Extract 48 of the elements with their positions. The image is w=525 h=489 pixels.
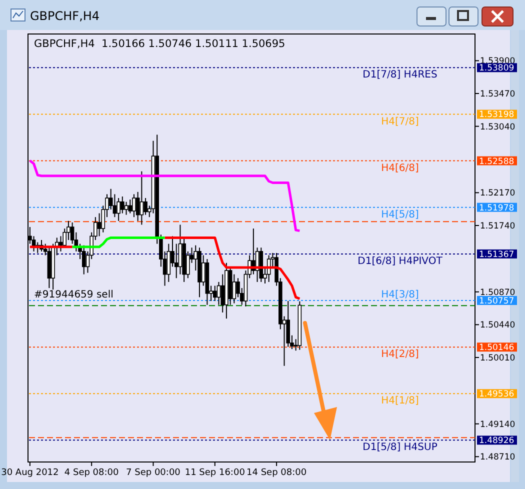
x-tick-label: 7 Sep 00:00 [126, 468, 181, 478]
x-tick-label: 30 Aug 2012 [1, 468, 59, 478]
candlestick [144, 198, 148, 216]
y-tick-label: 1.53470 [480, 89, 516, 100]
y-tick-label: 1.50757 [479, 296, 514, 306]
y-tick-label: 1.48710 [480, 452, 516, 463]
y-tick-label: 1.49536 [479, 390, 514, 400]
y-tick-label: 1.50010 [480, 353, 516, 364]
candlestick [232, 274, 236, 304]
ref-line-label: H4[5/8] [381, 209, 419, 220]
y-tick-label: 1.50870 [480, 288, 516, 298]
candlestick [132, 194, 136, 218]
ref-line-label: #91944659 sell [34, 290, 114, 301]
y-tick-label: 1.53040 [480, 122, 516, 132]
ref-line-label: D1[6/8] H4PIVOT [358, 256, 444, 267]
y-tick-label: 1.51978 [479, 203, 514, 214]
x-tick-label: 11 Sep 16:00 [184, 468, 246, 478]
candlestick [216, 281, 221, 306]
x-tick-label: 4 Sep 08:00 [64, 468, 120, 478]
x-tick-label: 14 Sep 08:00 [246, 468, 307, 478]
y-tick-label: 1.50440 [480, 320, 516, 331]
ref-line-label: D1[5/8] H4SUP [362, 442, 438, 454]
candlestick [212, 285, 217, 302]
y-tick-label: 1.52170 [480, 188, 516, 199]
candlestick [120, 196, 124, 214]
y-tick-label: 1.50146 [479, 343, 514, 354]
y-tick-label: 1.52588 [479, 156, 514, 167]
y-tick-label: 1.51367 [479, 250, 514, 260]
ref-line-label: H4[6/8] [381, 162, 419, 174]
candlestick [116, 198, 120, 222]
ref-line-label: H4[1/8] [381, 396, 419, 407]
chart-title: GBPCHF,H4 [30, 9, 100, 23]
chart-subtitle: GBPCHF,H4 1.50166 1.50746 1.50111 1.50695 [34, 38, 286, 50]
y-tick-label: 1.51740 [480, 221, 516, 232]
ref-line-label: H4[3/8] [381, 289, 419, 300]
candlestick [97, 212, 102, 237]
candlestick [140, 170, 144, 226]
ref-line-label: H4[2/8] [381, 349, 419, 360]
candlestick [220, 274, 224, 313]
ref-line-label: D1[7/8] H4RES [362, 70, 438, 81]
candlestick [178, 224, 182, 275]
y-tick-label: 1.53198 [479, 110, 514, 120]
candlestick [128, 199, 132, 214]
ref-line-label: H4[7/8] [381, 116, 419, 128]
candlestick [124, 201, 128, 216]
y-tick-label: 1.49140 [480, 420, 516, 430]
line-series [28, 159, 301, 232]
y-tick-label: 1.48926 [479, 436, 514, 446]
